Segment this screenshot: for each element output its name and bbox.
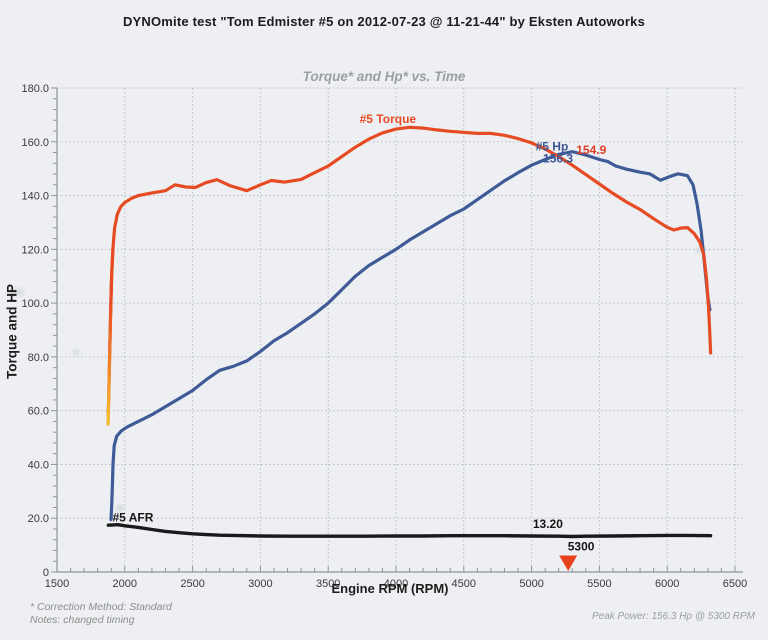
afr-value: 13.20 xyxy=(533,517,563,531)
x-axis-title: Engine RPM (RPM) xyxy=(331,581,449,596)
curves xyxy=(106,125,713,539)
y-tick-label: 120.0 xyxy=(21,244,49,256)
y-tick-label: 140.0 xyxy=(21,191,49,203)
peak-power-summary: Peak Power: 156.3 Hp @ 5300 RPM xyxy=(591,611,755,622)
y-tick-label: 100.0 xyxy=(21,298,49,310)
footnotes: * Correction Method: Standard Notes: cha… xyxy=(30,601,172,627)
x-tick-label: 4500 xyxy=(452,578,476,590)
y-tick-label: 20.0 xyxy=(28,513,49,525)
notes-line: Notes: changed timing xyxy=(30,614,135,626)
x-tick-label: 3500 xyxy=(316,578,340,590)
peak-rpm-marker xyxy=(559,555,578,571)
hp-peak-torque-value: 154.9 xyxy=(576,143,606,157)
x-tick-label: 2000 xyxy=(113,578,137,590)
torque-curve-start-tip xyxy=(106,247,115,426)
hp-peak-value: 156.3 xyxy=(543,151,573,165)
hp-curve-label: #5 Hp xyxy=(536,139,569,153)
torque-curve-label: #5 Torque xyxy=(360,112,417,126)
axes: 0 20.0 40.0 60.0 80.0 100.0 120.0 140.0 160.0 180… xyxy=(21,83,747,590)
afr-curve xyxy=(106,523,713,539)
x-tick-label: 4000 xyxy=(384,578,408,590)
x-tick-label: 6500 xyxy=(723,578,747,590)
y-tick-label: 40.0 xyxy=(28,459,49,471)
hp-curve xyxy=(109,150,712,522)
chart-title: Torque* and Hp* vs. Time xyxy=(302,69,466,84)
correction-method-note: * Correction Method: Standard xyxy=(30,601,172,613)
report-title: DYNOmite test "Tom Edmister #5 on 2012-0… xyxy=(122,14,646,29)
x-tick-label: 1500 xyxy=(45,578,69,590)
x-tick-label: 2500 xyxy=(180,578,204,590)
x-tick-label: 5000 xyxy=(519,578,543,590)
gridlines xyxy=(57,87,742,572)
y-tick-label: 60.0 xyxy=(28,406,49,418)
y-tick-label: 160.0 xyxy=(21,137,49,149)
y-tick-label: 80.0 xyxy=(28,352,49,364)
x-tick-label: 6000 xyxy=(655,578,679,590)
x-tick-label: 5500 xyxy=(587,578,611,590)
y-axis-title: Torque and HP xyxy=(4,284,20,380)
torque-curve xyxy=(106,125,713,426)
afr-curve-label: #5 AFR xyxy=(112,510,153,524)
y-tick-label: 180.0 xyxy=(21,83,49,95)
y-tick-label: 0 xyxy=(43,567,49,579)
x-tick-label: 3000 xyxy=(248,578,272,590)
peak-rpm-label: 5300 xyxy=(568,539,595,553)
